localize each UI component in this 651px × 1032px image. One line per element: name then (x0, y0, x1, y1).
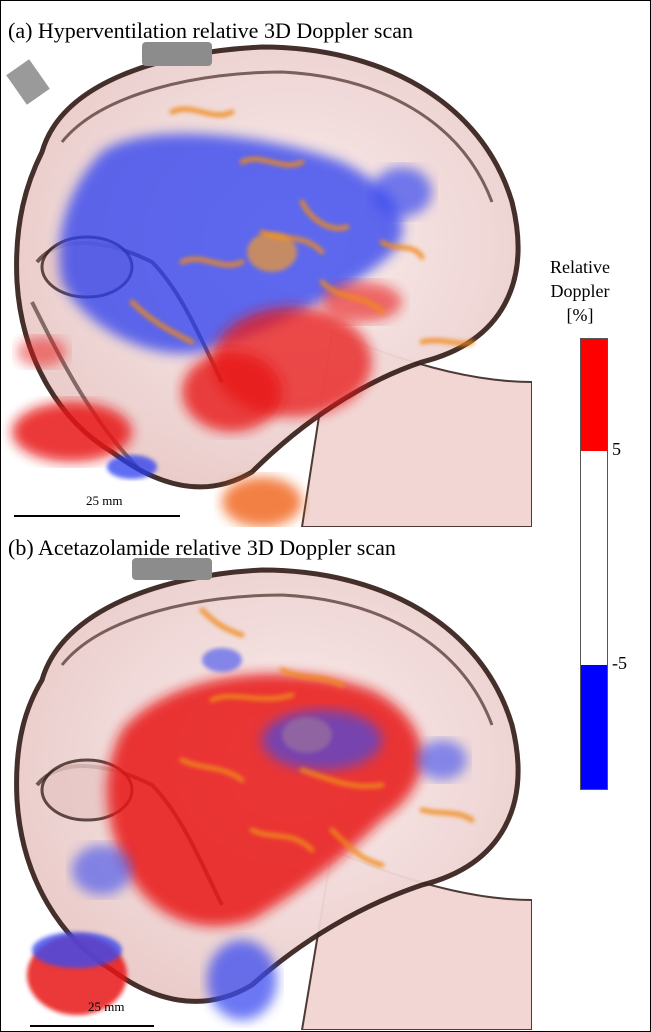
colorbar-unit: [%] (566, 305, 594, 325)
hyperventilation-3d-render (6, 42, 532, 527)
probe-icon (132, 558, 212, 580)
panel-a-image (2, 2, 532, 527)
scale-bar-a-line (14, 515, 180, 517)
panel-b-title: (b) Acetazolamide relative 3D Doppler sc… (8, 535, 396, 560)
acetazolamide-3d-render (14, 558, 532, 1030)
colorbar-neutral-segment (581, 451, 607, 665)
colorbar-positive-segment (581, 339, 607, 451)
colorbar-tick-low: -5 (612, 653, 627, 673)
colorbar-negative-segment (581, 665, 607, 789)
scale-bar-b-line (30, 1025, 154, 1027)
probe-icon (142, 42, 212, 66)
colorbar-title-line1: Relative (550, 257, 610, 277)
panel-b-image (2, 530, 532, 1030)
scale-bar-a-label: 25 mm (86, 493, 123, 508)
panel-a-title: (a) Hyperventilation relative 3D Doppler… (8, 18, 414, 43)
colorbar-tick-high: 5 (612, 439, 621, 459)
scale-bar-b-label: 25 mm (88, 999, 125, 1014)
colorbar-title-line2: Doppler (550, 281, 610, 301)
probe-side-icon (6, 59, 50, 105)
colorbar-title: Relative Doppler [%] (546, 255, 614, 327)
colorbar (580, 338, 608, 790)
